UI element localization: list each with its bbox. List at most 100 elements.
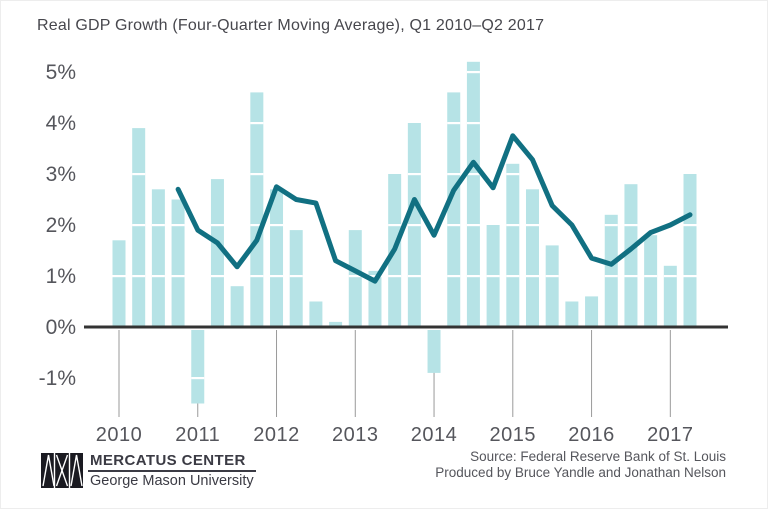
- bar-divider: [407, 224, 421, 227]
- bar-divider: [663, 275, 677, 278]
- bar-2015-q4: [565, 301, 579, 326]
- bar-divider: [368, 275, 382, 278]
- bar-divider: [447, 224, 461, 227]
- bar-divider: [447, 173, 461, 176]
- bar-divider: [132, 173, 146, 176]
- logo-university-name: George Mason University: [90, 473, 254, 489]
- bar-divider: [466, 275, 480, 278]
- bar-2011-q1: [191, 330, 205, 404]
- bar-divider: [132, 224, 146, 227]
- source-line: Source: Federal Reserve Bank of St. Loui…: [470, 449, 726, 464]
- bar-2017-q1: [663, 265, 677, 326]
- bar-divider: [486, 275, 500, 278]
- bar-2014-q3: [466, 61, 480, 327]
- bar-divider: [270, 275, 284, 278]
- bar-divider: [151, 275, 165, 278]
- x-axis-label-2015: 2015: [490, 424, 537, 446]
- bar-2016-q2: [604, 214, 618, 326]
- bar-2016-q3: [624, 184, 638, 326]
- bar-divider: [191, 377, 205, 380]
- y-axis-label-2%: 2%: [46, 214, 76, 237]
- bar-divider: [388, 275, 402, 278]
- produced-by-line: Produced by Bruce Yandle and Jonathan Ne…: [435, 465, 726, 480]
- x-axis-label-2012: 2012: [253, 424, 300, 446]
- bar-divider: [210, 224, 224, 227]
- x-axis-label-2011: 2011: [175, 424, 220, 446]
- bar-divider: [388, 224, 402, 227]
- bar-2016-q1: [585, 296, 599, 326]
- bar-divider: [466, 71, 480, 74]
- bar-2017-q2: [683, 174, 697, 326]
- bar-divider: [151, 224, 165, 227]
- moving-average-line: [175, 133, 693, 284]
- bar-divider: [171, 275, 185, 278]
- bar-2010-q1: [112, 240, 126, 326]
- y-axis-label-5%: 5%: [46, 61, 76, 84]
- bar-divider: [447, 122, 461, 125]
- bar-2011-q2: [210, 179, 224, 326]
- bar-divider: [270, 224, 284, 227]
- logo-org-name: MERCATUS CENTER: [88, 453, 256, 472]
- bar-divider: [289, 275, 303, 278]
- y-axis-label-3%: 3%: [46, 163, 76, 186]
- bar-divider: [604, 224, 618, 227]
- bar-2010-q4: [171, 199, 185, 326]
- bar-divider: [525, 275, 539, 278]
- bar-divider: [624, 275, 638, 278]
- x-axis-label-2010: 2010: [96, 424, 143, 446]
- bar-divider: [407, 173, 421, 176]
- bar-2015-q2: [525, 189, 539, 326]
- bar-2010-q2: [132, 128, 146, 326]
- mercatus-logo-text: MERCATUS CENTER George Mason University: [88, 453, 256, 489]
- bar-divider: [250, 122, 264, 125]
- bar-divider: [407, 275, 421, 278]
- bar-divider: [250, 173, 264, 176]
- x-axis-label-2014: 2014: [411, 424, 458, 446]
- bar-divider: [644, 275, 658, 278]
- bar-2012-q2: [289, 230, 303, 326]
- y-axis-label-1%: 1%: [46, 265, 76, 288]
- bar-divider: [112, 275, 126, 278]
- bar-2014-q2: [447, 92, 461, 327]
- bar-divider: [506, 275, 520, 278]
- bar-divider: [250, 275, 264, 278]
- mercatus-logo-icon: [41, 453, 83, 488]
- bar-2012-q4: [329, 321, 343, 326]
- bar-divider: [210, 275, 224, 278]
- bar-divider: [506, 224, 520, 227]
- bar-2010-q3: [151, 189, 165, 326]
- bar-2014-q1: [427, 330, 441, 373]
- bar-divider: [683, 224, 697, 227]
- bar-2011-q3: [230, 286, 244, 326]
- bar-2011-q4: [250, 92, 264, 327]
- bar-divider: [545, 275, 559, 278]
- bar-2012-q1: [270, 189, 284, 326]
- bar-2016-q4: [644, 235, 658, 326]
- mercatus-logo: MERCATUS CENTER George Mason University: [41, 453, 256, 489]
- x-axis-line: [84, 325, 728, 329]
- bar-2013-q2: [368, 270, 382, 326]
- x-axis-label-2013: 2013: [332, 424, 379, 446]
- bar-divider: [447, 275, 461, 278]
- bar-divider: [506, 173, 520, 176]
- bar-divider: [466, 122, 480, 125]
- bar-2012-q3: [309, 301, 323, 326]
- bar-divider: [250, 224, 264, 227]
- source-attribution: Source: Federal Reserve Bank of St. Loui…: [435, 449, 726, 481]
- y-axis-label-4%: 4%: [46, 112, 76, 135]
- bar-divider: [132, 275, 146, 278]
- chart-title: Real GDP Growth (Four-Quarter Moving Ave…: [37, 17, 545, 34]
- bar-divider: [348, 275, 362, 278]
- bar-divider: [466, 173, 480, 176]
- bar-divider: [604, 275, 618, 278]
- y-axis-label--1%: -1%: [39, 367, 76, 390]
- bar-2015-q3: [545, 245, 559, 326]
- bar-2015-q1: [506, 163, 520, 326]
- bar-divider: [525, 224, 539, 227]
- bar-divider: [624, 224, 638, 227]
- bar-divider: [466, 224, 480, 227]
- y-axis-label-0%: 0%: [46, 316, 76, 339]
- x-axis-label-2016: 2016: [568, 424, 615, 446]
